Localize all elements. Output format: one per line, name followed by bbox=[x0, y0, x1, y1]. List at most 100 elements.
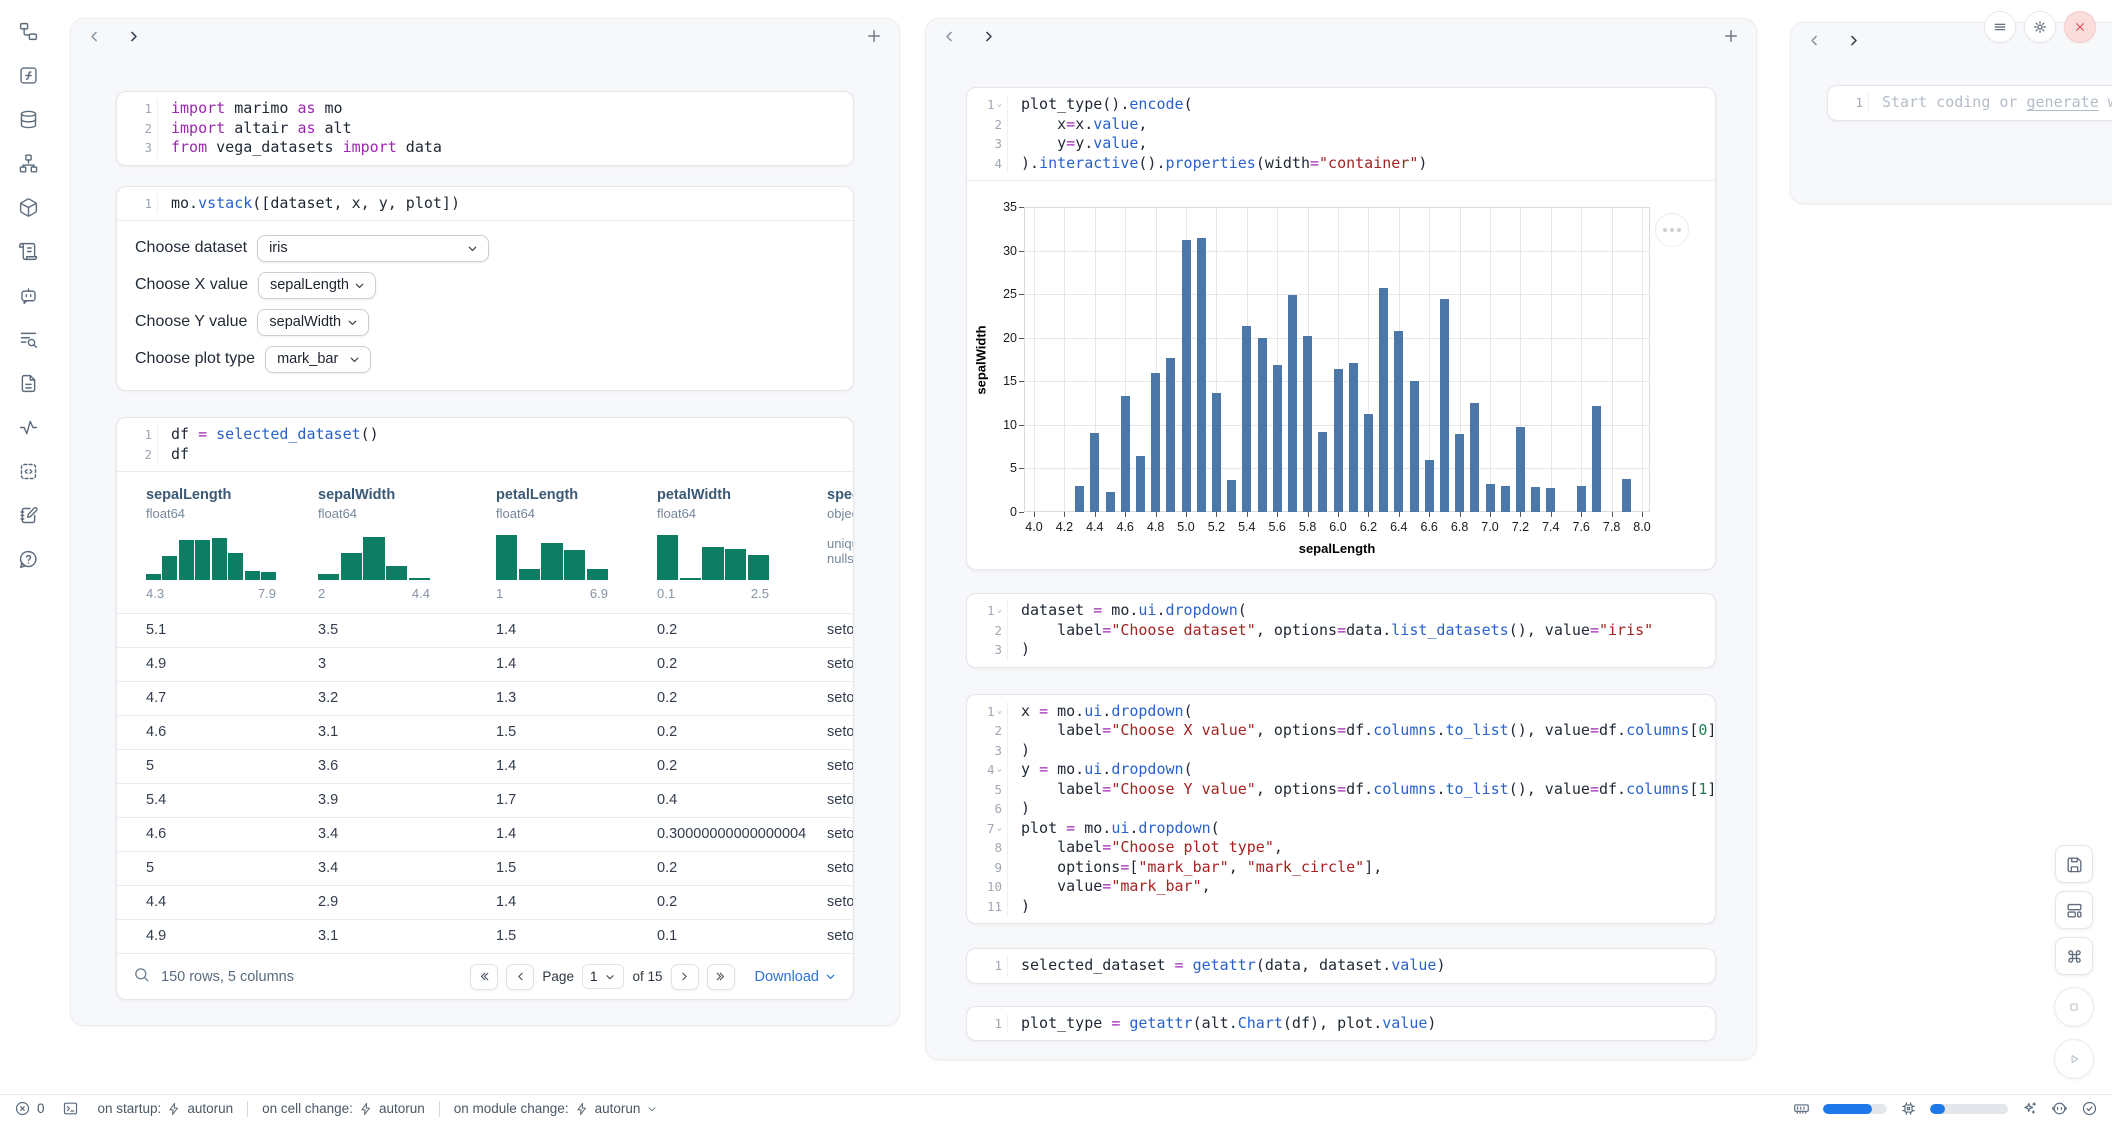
menu-button[interactable] bbox=[1984, 11, 2016, 43]
stop-button[interactable] bbox=[2054, 987, 2094, 1027]
table-column-header[interactable]: speciobjecuniqunulls: bbox=[812, 487, 853, 601]
chart-menu-button[interactable] bbox=[1655, 213, 1689, 247]
code-line[interactable]: 4⌄y = mo.ui.dropdown( bbox=[967, 760, 1715, 780]
code-line[interactable]: 1 Start coding or generate with bbox=[1828, 93, 2112, 113]
code-line[interactable]: 2 x=x.value, bbox=[967, 115, 1715, 135]
code-line[interactable]: 2 label="Choose X value", options=df.col… bbox=[967, 721, 1715, 741]
empty-code-cell[interactable]: 1 Start coding or generate with bbox=[1827, 85, 2112, 121]
add-cell-button[interactable] bbox=[865, 27, 883, 45]
code-line[interactable]: 8 label="Choose plot type", bbox=[967, 838, 1715, 858]
table-column-header[interactable]: sepalLengthfloat644.37.9 bbox=[131, 487, 303, 601]
scroll-log-icon[interactable] bbox=[13, 236, 43, 266]
code-line[interactable]: 4).interactive().properties(width="conta… bbox=[967, 154, 1715, 174]
table-column-header[interactable]: sepalWidthfloat6424.4 bbox=[303, 487, 481, 601]
ai-sparkles-button[interactable] bbox=[2021, 1100, 2038, 1117]
code-line[interactable]: 10 value="mark_bar", bbox=[967, 877, 1715, 897]
layout-button[interactable] bbox=[2055, 891, 2093, 929]
close-button[interactable] bbox=[2064, 11, 2096, 43]
error-indicator[interactable]: 0 bbox=[14, 1100, 45, 1117]
code-line[interactable]: 3 y=y.value, bbox=[967, 134, 1715, 154]
assistant-bot-button[interactable] bbox=[2051, 1100, 2068, 1117]
dropdown-select[interactable]: sepalLength bbox=[258, 272, 376, 299]
generate-link[interactable]: generate bbox=[2027, 93, 2099, 111]
last-page-button[interactable] bbox=[707, 964, 735, 990]
keyboard-shortcuts-button[interactable] bbox=[2055, 937, 2093, 975]
package-icon[interactable] bbox=[13, 192, 43, 222]
code-cell-imports[interactable]: 1import marimo as mo2import altair as al… bbox=[116, 91, 854, 166]
code-cell-xy-plot-dropdowns[interactable]: 1⌄x = mo.ui.dropdown(2 label="Choose X v… bbox=[966, 694, 1716, 925]
panel-forward-button[interactable] bbox=[981, 29, 996, 44]
next-page-button[interactable] bbox=[671, 964, 699, 990]
table-column-header[interactable]: petalWidthfloat640.12.5 bbox=[642, 487, 812, 601]
fold-caret-icon[interactable]: ⌄ bbox=[997, 100, 1002, 109]
code-cell-dataframe[interactable]: 1df = selected_dataset()2df sepalLengthf… bbox=[116, 417, 854, 1000]
code-line[interactable]: 5 label="Choose Y value", options=df.col… bbox=[967, 780, 1715, 800]
table-column-header[interactable]: petalLengthfloat6416.9 bbox=[481, 487, 642, 601]
document-icon[interactable] bbox=[13, 368, 43, 398]
code-line[interactable]: 1⌄dataset = mo.ui.dropdown( bbox=[967, 601, 1715, 621]
code-line[interactable]: 3from vega_datasets import data bbox=[117, 138, 853, 158]
panel-back-button[interactable] bbox=[942, 29, 957, 44]
code-cell-dataset-dropdown[interactable]: 1⌄dataset = mo.ui.dropdown(2 label="Choo… bbox=[966, 593, 1716, 668]
line-number: 7⌄ bbox=[967, 819, 1007, 839]
fold-caret-icon[interactable]: ⌄ bbox=[997, 707, 1002, 716]
settings-button[interactable] bbox=[2024, 11, 2056, 43]
first-page-button[interactable] bbox=[470, 964, 498, 990]
code-line[interactable]: 1df = selected_dataset() bbox=[117, 425, 853, 445]
code-line[interactable]: 1⌄x = mo.ui.dropdown( bbox=[967, 702, 1715, 722]
scratchpad-icon[interactable] bbox=[13, 500, 43, 530]
code-cell-vstack[interactable]: 1mo.vstack([dataset, x, y, plot]) Choose… bbox=[116, 186, 854, 392]
dropdown-select[interactable]: mark_bar bbox=[265, 346, 371, 373]
dependency-graph-icon[interactable] bbox=[13, 148, 43, 178]
altair-chart[interactable]: 4.04.24.44.64.85.05.25.45.65.86.06.26.46… bbox=[967, 181, 1715, 569]
code-placeholder[interactable]: Start coding or generate with bbox=[1868, 93, 2112, 113]
panel-back-button[interactable] bbox=[87, 29, 102, 44]
code-cell-selected-dataset[interactable]: 1selected_dataset = getattr(data, datase… bbox=[966, 948, 1716, 984]
code-snippet-icon[interactable] bbox=[13, 456, 43, 486]
code-line[interactable]: 2df bbox=[117, 445, 853, 465]
code-line[interactable]: 7⌄plot = mo.ui.dropdown( bbox=[967, 819, 1715, 839]
function-square-icon[interactable] bbox=[13, 60, 43, 90]
connection-status-button[interactable] bbox=[2081, 1100, 2098, 1117]
fold-caret-icon[interactable]: ⌄ bbox=[997, 765, 1002, 774]
fold-caret-icon[interactable]: ⌄ bbox=[997, 824, 1002, 833]
code-line[interactable]: 1import marimo as mo bbox=[117, 99, 853, 119]
dropdown-select[interactable]: sepalWidth bbox=[257, 309, 369, 336]
panel-forward-button[interactable] bbox=[1846, 33, 1861, 48]
prev-page-button[interactable] bbox=[506, 964, 534, 990]
code-text: plot_type = getattr(alt.Chart(df), plot.… bbox=[1007, 1014, 1436, 1034]
run-setting-item[interactable]: on module change:autorun bbox=[454, 1101, 659, 1116]
chat-bot-icon[interactable] bbox=[13, 280, 43, 310]
add-cell-button[interactable] bbox=[1722, 27, 1740, 45]
run-setting-item[interactable]: on startup:autorun bbox=[98, 1101, 234, 1116]
panel-forward-button[interactable] bbox=[126, 29, 141, 44]
code-cell-plot[interactable]: 1⌄plot_type().encode(2 x=x.value,3 y=y.v… bbox=[966, 87, 1716, 570]
code-line[interactable]: 1selected_dataset = getattr(data, datase… bbox=[967, 956, 1715, 976]
save-button[interactable] bbox=[2055, 845, 2093, 883]
code-line[interactable]: 11) bbox=[967, 897, 1715, 917]
log-search-icon[interactable] bbox=[13, 324, 43, 354]
code-cell-plot-type[interactable]: 1plot_type = getattr(alt.Chart(df), plot… bbox=[966, 1006, 1716, 1042]
code-line[interactable]: 1mo.vstack([dataset, x, y, plot]) bbox=[117, 194, 853, 214]
database-icon[interactable] bbox=[13, 104, 43, 134]
activity-icon[interactable] bbox=[13, 412, 43, 442]
run-setting-item[interactable]: on cell change:autorun bbox=[262, 1101, 425, 1116]
code-line[interactable]: 2import altair as alt bbox=[117, 119, 853, 139]
panel-back-button[interactable] bbox=[1807, 33, 1822, 48]
code-line[interactable]: 1⌄plot_type().encode( bbox=[967, 95, 1715, 115]
run-button[interactable] bbox=[2054, 1039, 2094, 1079]
dropdown-select[interactable]: iris bbox=[257, 235, 489, 262]
file-tree-icon[interactable] bbox=[13, 16, 43, 46]
fold-caret-icon[interactable]: ⌄ bbox=[997, 606, 1002, 615]
code-line[interactable]: 6) bbox=[967, 799, 1715, 819]
code-line[interactable]: 3) bbox=[967, 741, 1715, 761]
search-icon[interactable] bbox=[133, 966, 150, 988]
code-line[interactable]: 2 label="Choose dataset", options=data.l… bbox=[967, 621, 1715, 641]
help-bubble-icon[interactable] bbox=[13, 544, 43, 574]
code-line[interactable]: 9 options=["mark_bar", "mark_circle"], bbox=[967, 858, 1715, 878]
terminal-button[interactable] bbox=[62, 1100, 79, 1117]
code-line[interactable]: 1plot_type = getattr(alt.Chart(df), plot… bbox=[967, 1014, 1715, 1034]
download-button[interactable]: Download bbox=[755, 969, 838, 985]
page-select[interactable]: 1 bbox=[582, 964, 625, 989]
code-line[interactable]: 3) bbox=[967, 640, 1715, 660]
